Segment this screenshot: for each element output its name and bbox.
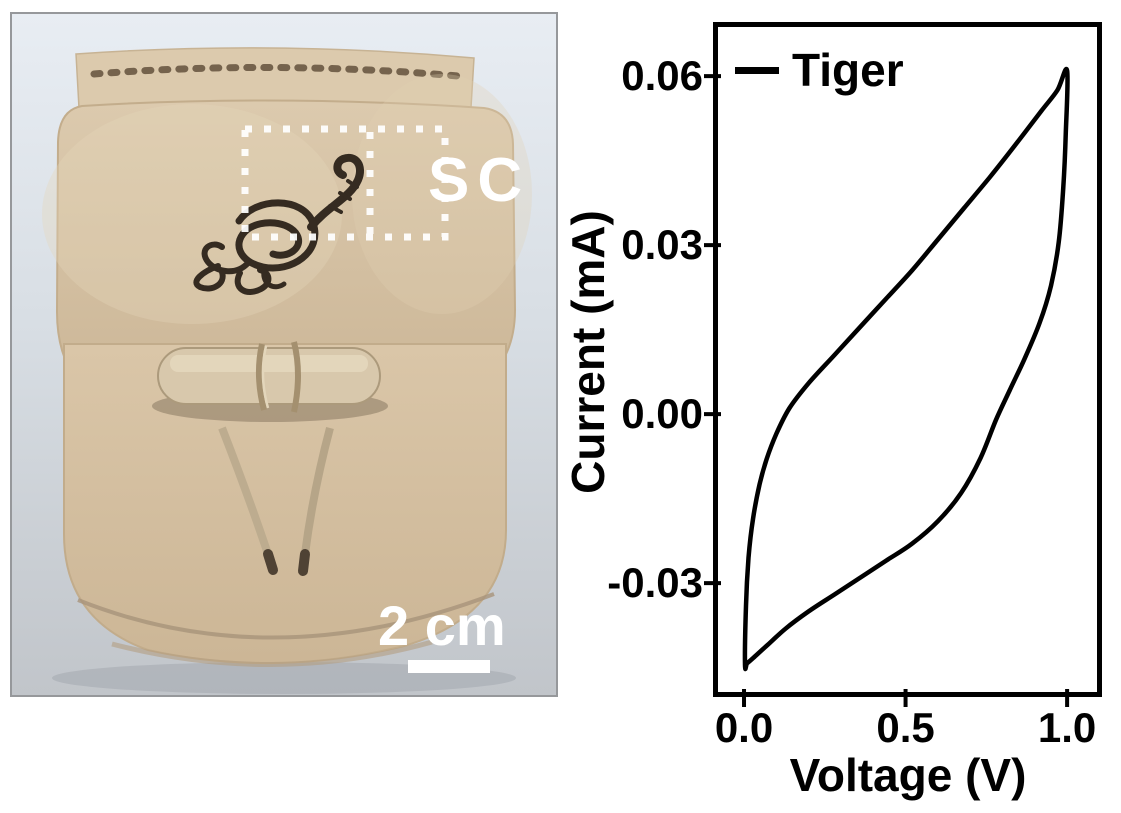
x-axis-title: Voltage (V) bbox=[789, 749, 1027, 801]
x-tick-label: 0.0 bbox=[714, 704, 774, 751]
photo-panel: SC 2 cm bbox=[10, 12, 558, 697]
y-tick-label: 0.00 bbox=[621, 390, 703, 438]
x-tick-label: 0.5 bbox=[876, 704, 935, 751]
cv-curve-tiger bbox=[742, 66, 1070, 672]
x-tick-label: 1.0 bbox=[1037, 704, 1097, 751]
chart-legend: Tiger bbox=[735, 46, 904, 94]
sc-dashed-outline bbox=[241, 125, 449, 241]
stitch-row bbox=[90, 63, 462, 80]
legend-line-swatch bbox=[735, 66, 779, 74]
leather-pouch-illustration bbox=[42, 47, 532, 694]
y-tick-label: -0.03 bbox=[607, 559, 703, 607]
bottom-piping-seam bbox=[77, 592, 495, 640]
tiger-sketch bbox=[193, 153, 365, 295]
scale-bar-label: 2 cm bbox=[378, 594, 506, 657]
sc-region-label: SC bbox=[428, 146, 531, 215]
legend-label: Tiger bbox=[792, 44, 904, 96]
pouch-shadow bbox=[52, 662, 516, 694]
scale-bar bbox=[408, 660, 490, 673]
pouch-body bbox=[63, 343, 507, 667]
cv-plot bbox=[704, 66, 1070, 707]
y-tick-label: 0.06 bbox=[621, 52, 703, 100]
toggle-knot bbox=[152, 341, 388, 422]
drawstring-cords bbox=[218, 426, 334, 576]
y-tick-label: 0.03 bbox=[621, 221, 703, 269]
